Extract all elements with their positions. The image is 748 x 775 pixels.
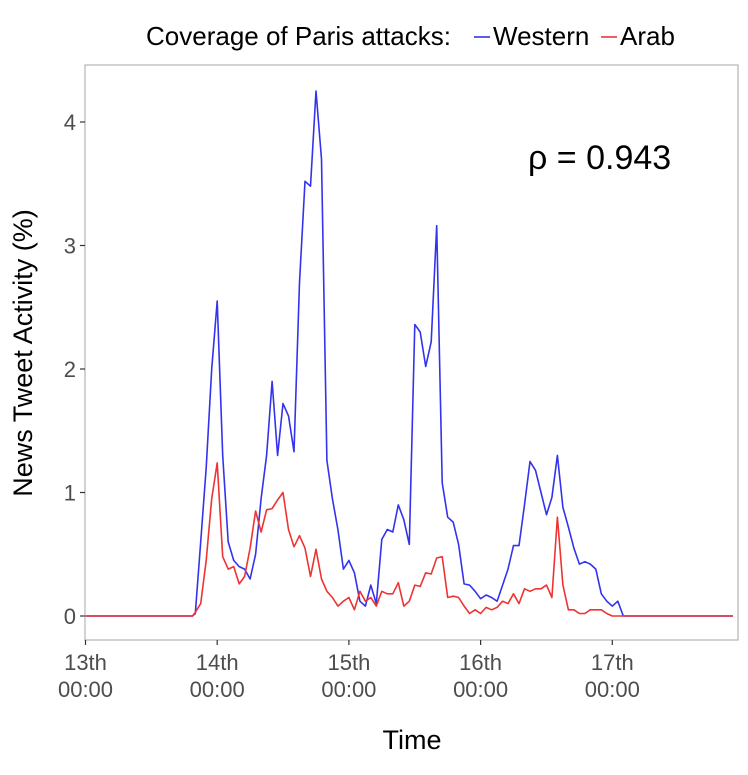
legend-title: Coverage of Paris attacks:	[146, 21, 451, 51]
legend-label-western: Western	[493, 21, 589, 51]
legend: Coverage of Paris attacks: Western Arab	[146, 21, 675, 51]
x-tick-label: 15th 00:00	[321, 650, 376, 702]
series-group	[85, 90, 733, 617]
legend-label-arab: Arab	[620, 21, 675, 51]
y-tick-label: 1	[64, 481, 76, 506]
series-line-arab	[85, 462, 733, 617]
y-tick-label: 4	[64, 110, 76, 135]
y-tick-label: 2	[64, 357, 76, 382]
plot-panel	[84, 64, 739, 641]
series-line-western	[85, 90, 733, 617]
y-tick-label: 3	[64, 234, 76, 259]
x-axis: 13th 00:00 14th 00:00 15th 00:00 16th 00:00 17th…	[58, 640, 640, 702]
x-axis-title: Time	[383, 725, 442, 755]
y-axis: 0 1 2 3 4	[64, 110, 85, 629]
x-tick-label: 16th 00:00	[453, 650, 508, 702]
y-axis-title: News Tweet Activity (%)	[8, 209, 38, 497]
y-tick-label: 0	[64, 604, 76, 629]
x-tick-label: 13th 00:00	[58, 650, 113, 702]
correlation-annotation: ρ = 0.943	[528, 139, 671, 177]
x-tick-label: 17th 00:00	[585, 650, 640, 702]
x-tick-label: 14th 00:00	[190, 650, 245, 702]
